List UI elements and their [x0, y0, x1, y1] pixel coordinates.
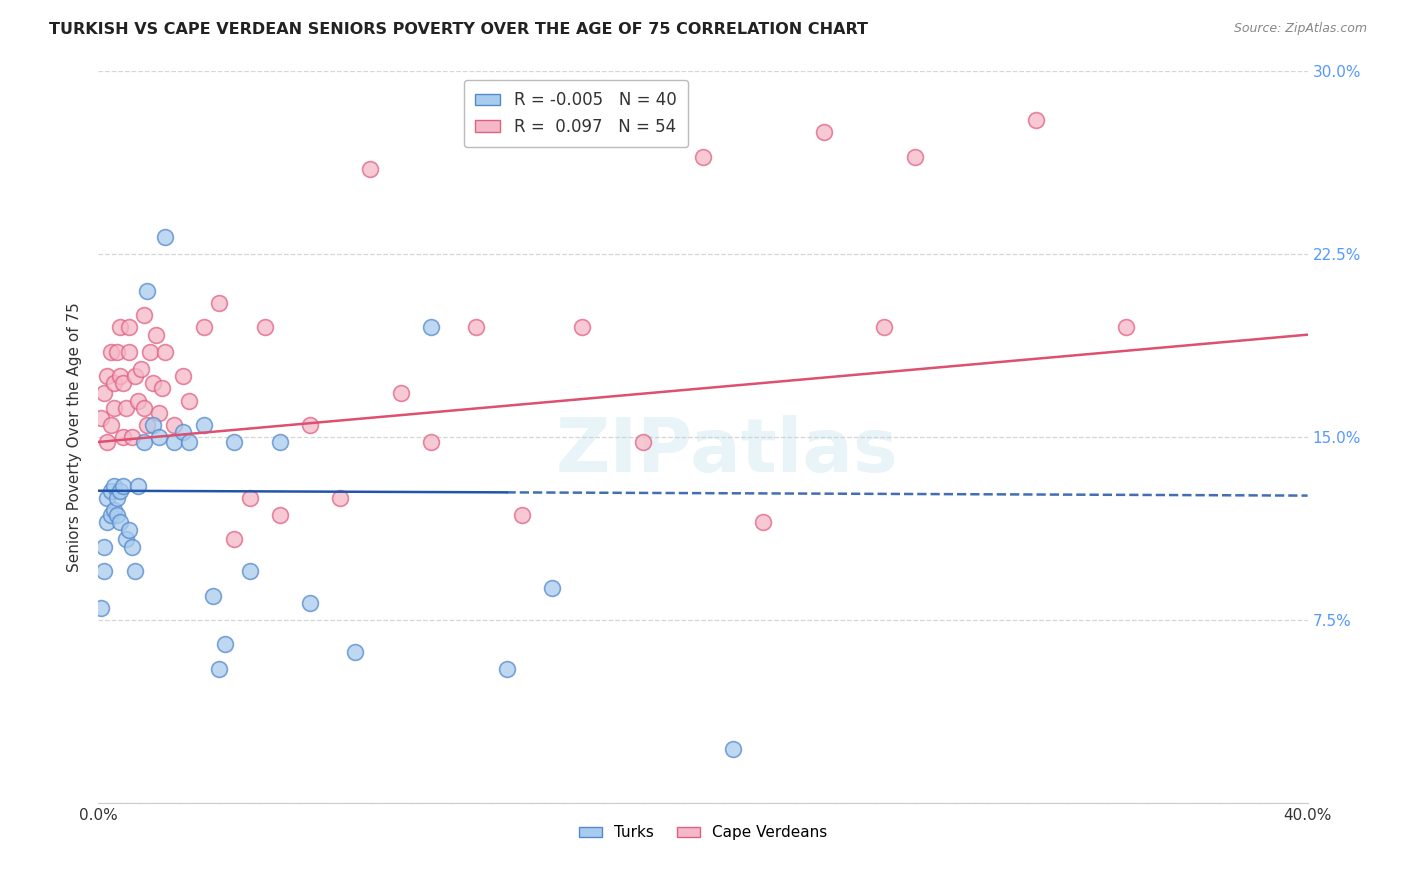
Point — [135, 284, 157, 298]
Point — [103, 503, 125, 517]
Point — [239, 564, 262, 578]
Point — [631, 434, 654, 449]
Point — [114, 533, 136, 547]
Point — [124, 369, 146, 384]
Point — [121, 430, 143, 444]
Point — [873, 320, 896, 334]
Point — [202, 589, 225, 603]
Point — [148, 430, 170, 444]
Point — [127, 393, 149, 408]
Point — [105, 491, 128, 505]
Point — [114, 401, 136, 415]
Point — [752, 516, 775, 530]
Point — [1024, 113, 1046, 128]
Point — [723, 742, 745, 756]
Point — [179, 434, 201, 449]
Point — [360, 161, 382, 176]
Point — [193, 417, 215, 432]
Point — [100, 417, 122, 432]
Point — [132, 434, 155, 449]
Point — [329, 491, 352, 505]
Point — [269, 508, 291, 522]
Point — [145, 327, 167, 342]
Point — [93, 386, 115, 401]
Point — [96, 369, 118, 384]
Point — [420, 320, 443, 334]
Point — [179, 393, 201, 408]
Point — [96, 491, 118, 505]
Point — [495, 662, 517, 676]
Point — [465, 320, 488, 334]
Point — [269, 434, 291, 449]
Point — [103, 376, 125, 391]
Point — [118, 320, 141, 334]
Point — [163, 417, 186, 432]
Point — [111, 376, 134, 391]
Point — [96, 434, 118, 449]
Point — [90, 410, 112, 425]
Point — [105, 344, 128, 359]
Point — [148, 406, 170, 420]
Text: TURKISH VS CAPE VERDEAN SENIORS POVERTY OVER THE AGE OF 75 CORRELATION CHART: TURKISH VS CAPE VERDEAN SENIORS POVERTY … — [49, 22, 869, 37]
Point — [93, 540, 115, 554]
Legend: Turks, Cape Verdeans: Turks, Cape Verdeans — [572, 819, 834, 847]
Text: Source: ZipAtlas.com: Source: ZipAtlas.com — [1233, 22, 1367, 36]
Point — [904, 150, 927, 164]
Point — [193, 320, 215, 334]
Point — [239, 491, 262, 505]
Point — [420, 434, 443, 449]
Point — [214, 637, 236, 651]
Point — [111, 479, 134, 493]
Point — [121, 540, 143, 554]
Point — [139, 344, 162, 359]
Point — [813, 125, 835, 139]
Point — [150, 381, 173, 395]
Point — [172, 425, 194, 440]
Point — [224, 533, 246, 547]
Point — [540, 581, 562, 595]
Point — [118, 344, 141, 359]
Point — [389, 386, 412, 401]
Point — [172, 369, 194, 384]
Point — [100, 483, 122, 498]
Point — [153, 230, 176, 244]
Point — [93, 564, 115, 578]
Point — [108, 516, 131, 530]
Point — [299, 417, 322, 432]
Point — [253, 320, 276, 334]
Point — [96, 516, 118, 530]
Point — [90, 600, 112, 615]
Point — [129, 361, 152, 376]
Point — [132, 308, 155, 322]
Point — [142, 417, 165, 432]
Point — [224, 434, 246, 449]
Point — [124, 564, 146, 578]
Point — [571, 320, 593, 334]
Point — [103, 479, 125, 493]
Point — [299, 596, 322, 610]
Point — [208, 296, 231, 310]
Point — [1115, 320, 1137, 334]
Point — [111, 430, 134, 444]
Point — [108, 369, 131, 384]
Y-axis label: Seniors Poverty Over the Age of 75: Seniors Poverty Over the Age of 75 — [67, 302, 83, 572]
Point — [103, 401, 125, 415]
Point — [108, 320, 131, 334]
Point — [142, 376, 165, 391]
Text: ZIPatlas: ZIPatlas — [555, 415, 898, 488]
Point — [163, 434, 186, 449]
Point — [208, 662, 231, 676]
Point — [108, 483, 131, 498]
Point — [132, 401, 155, 415]
Point — [100, 344, 122, 359]
Point — [344, 645, 367, 659]
Point — [118, 523, 141, 537]
Point — [100, 508, 122, 522]
Point — [127, 479, 149, 493]
Point — [692, 150, 714, 164]
Point — [135, 417, 157, 432]
Point — [153, 344, 176, 359]
Point — [105, 508, 128, 522]
Point — [510, 508, 533, 522]
